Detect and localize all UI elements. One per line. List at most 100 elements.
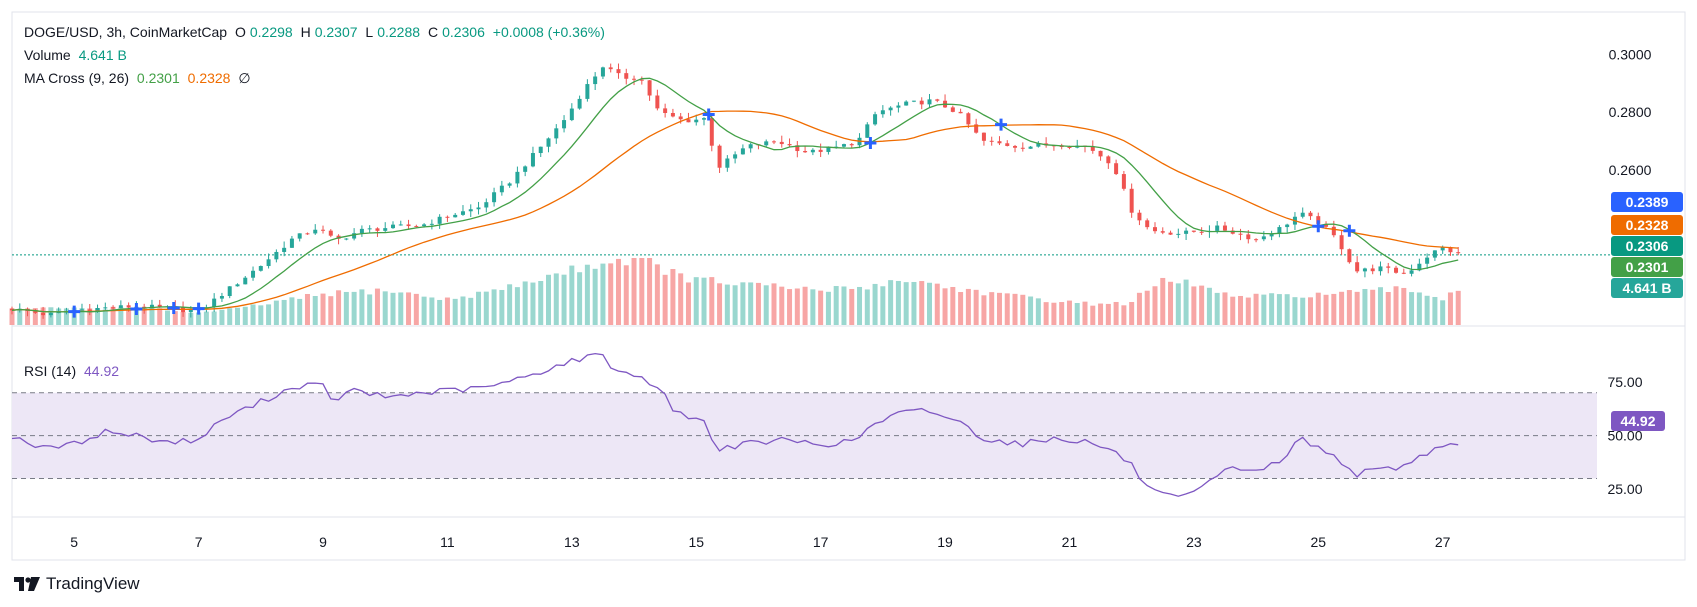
volume-bar-down — [1043, 302, 1049, 325]
volume-label: Volume — [24, 47, 71, 63]
rsi-line — [11, 352, 1459, 497]
candle-body-up — [367, 228, 372, 230]
volume-bar-down — [1152, 286, 1158, 325]
candle-body-down — [779, 141, 784, 145]
candle-body-up — [1036, 143, 1041, 147]
volume-bar-up — [522, 281, 528, 325]
volume-bar-down — [794, 288, 800, 325]
candle-body-down — [1121, 174, 1126, 189]
volume-bar-down — [849, 288, 855, 325]
candle-body-down — [41, 312, 46, 316]
candle-body-up — [1261, 236, 1266, 240]
candle-body-up — [702, 118, 707, 120]
candle-body-down — [1347, 249, 1352, 263]
volume-bar-down — [958, 292, 964, 325]
candle-body-up — [499, 185, 504, 193]
symbol-label[interactable]: DOGE/USD, 3h, CoinMarketCap — [24, 24, 228, 40]
candle-body-down — [639, 79, 644, 81]
volume-bar-up — [553, 273, 559, 325]
volume-bar-down — [1113, 301, 1119, 325]
candle-body-down — [1324, 223, 1329, 227]
volume-bar-down — [110, 306, 116, 325]
volume-bar-up — [429, 297, 435, 325]
candle-body-up — [826, 146, 831, 152]
volume-bar-down — [1144, 290, 1150, 325]
candle-body-down — [1067, 146, 1072, 148]
candle-body-up — [1432, 250, 1437, 258]
volume-bar-up — [118, 307, 124, 325]
ma-cross-marker — [1343, 224, 1356, 237]
candle-body-up — [888, 107, 893, 111]
volume-bar-up — [514, 287, 520, 325]
low-label: L — [365, 24, 374, 40]
candle-body-down — [997, 141, 1002, 144]
volume-bar-up — [1028, 296, 1034, 325]
volume-bar-down — [1323, 294, 1329, 325]
ma-fast-value: 0.2301 — [136, 70, 180, 86]
candle-body-up — [538, 146, 543, 154]
volume-bar-up — [1175, 283, 1181, 325]
candle-body-down — [87, 309, 92, 312]
volume-bar-down — [1385, 292, 1391, 325]
candle-body-down — [1152, 227, 1157, 232]
volume-bar-up — [1269, 293, 1275, 325]
time-tick-label: 7 — [195, 534, 203, 550]
legend-rsi[interactable]: RSI (14) 44.92 — [24, 363, 123, 379]
candle-body-down — [1238, 233, 1243, 235]
candle-body-up — [507, 183, 512, 186]
volume-bar-down — [787, 289, 793, 325]
candle-body-down — [1355, 262, 1360, 272]
volume-bar-up — [250, 304, 256, 325]
volume-bar-up — [1362, 288, 1368, 325]
volume-bar-down — [1121, 305, 1127, 325]
close-label: C — [427, 24, 439, 40]
candle-body-up — [118, 305, 123, 308]
candle-body-down — [1254, 239, 1259, 241]
candle-body-up — [429, 223, 434, 225]
legend-volume[interactable]: Volume 4.641 B — [24, 47, 131, 63]
volume-bar-down — [934, 283, 940, 325]
volume-bar-down — [1012, 293, 1018, 325]
volume-bar-up — [895, 280, 901, 325]
volume-bar-up — [359, 289, 365, 325]
volume-bar-down — [950, 286, 956, 325]
price-badge-ma-fast: 0.2301 — [1611, 257, 1683, 277]
candle-body-up — [398, 224, 403, 226]
volume-bar-up — [584, 264, 590, 325]
candle-body-down — [1246, 234, 1251, 240]
candle-body-up — [149, 304, 154, 309]
volume-bar-up — [748, 282, 754, 325]
candle-body-up — [437, 216, 442, 224]
volume-bar-up — [273, 300, 279, 325]
candle-body-up — [359, 228, 364, 234]
ma-cross-icon: ∅ — [238, 70, 251, 86]
candle-body-up — [243, 277, 248, 285]
volume-bar-up — [740, 282, 746, 325]
volume-bar-down — [374, 288, 380, 325]
candle-body-down — [1168, 232, 1173, 235]
volume-bar-down — [1238, 295, 1244, 325]
candle-body-up — [188, 309, 193, 313]
candle-body-down — [1114, 163, 1119, 175]
candle-body-down — [989, 140, 994, 142]
tradingview-branding[interactable]: TradingView — [14, 574, 140, 594]
ma-cross-marker — [130, 303, 143, 316]
volume-bar-down — [670, 268, 676, 325]
volume-bar-up — [1206, 287, 1212, 325]
volume-bar-down — [406, 292, 412, 325]
candle-body-down — [1448, 247, 1453, 253]
volume-bar-up — [390, 292, 396, 325]
volume-bar-down — [87, 308, 93, 325]
volume-bar-up — [1214, 292, 1220, 325]
candle-body-down — [1370, 268, 1375, 272]
legend-ma-cross[interactable]: MA Cross (9, 26) 0.2301 0.2328 ∅ — [24, 70, 255, 87]
volume-bar-up — [546, 274, 552, 325]
candle-body-down — [616, 69, 621, 74]
rsi-tick-label: 25.00 — [1607, 481, 1642, 497]
volume-bar-down — [1136, 292, 1142, 325]
candle-body-down — [1191, 230, 1196, 232]
volume-bar-up — [491, 289, 497, 325]
candle-body-down — [1394, 267, 1399, 273]
time-tick-label: 23 — [1186, 534, 1202, 550]
